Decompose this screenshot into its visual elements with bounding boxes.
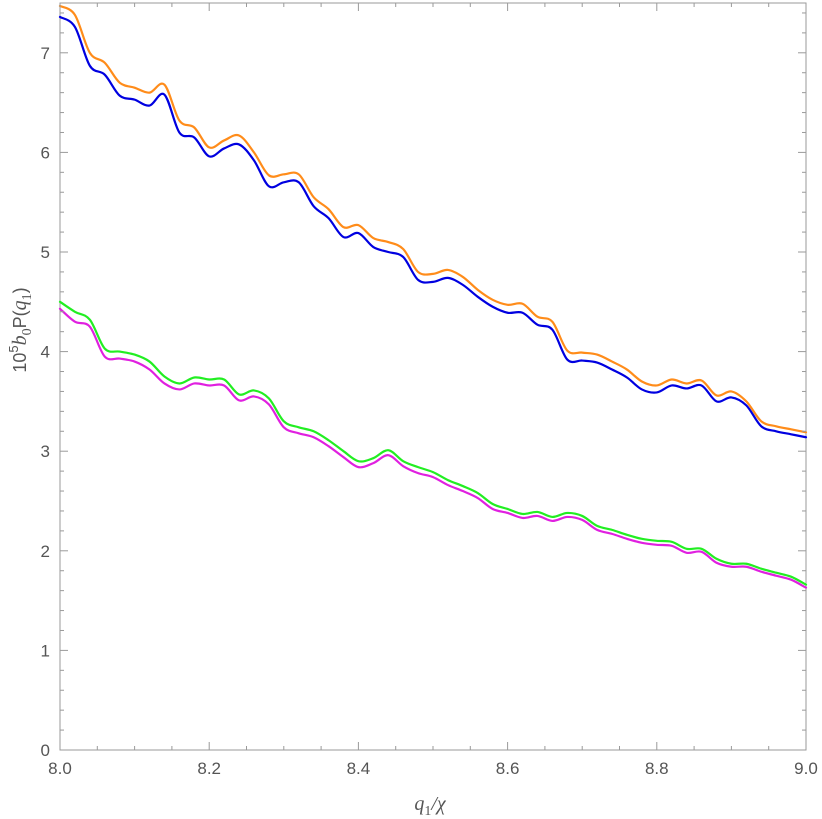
y-tick-label: 7 xyxy=(41,44,50,63)
x-tick-label: 8.0 xyxy=(48,759,72,778)
y-axis-label: 105b0P(q1) xyxy=(6,287,35,372)
series-line-4 xyxy=(58,307,808,589)
x-axis-ticks: 8.0 8.2 8.4 8.6 8.8 9.0 xyxy=(48,3,818,778)
y-tick-label: 4 xyxy=(41,343,50,362)
y-tick-label: 3 xyxy=(41,442,50,461)
y-tick-label: 0 xyxy=(41,741,50,760)
x-tick-label: 8.4 xyxy=(347,759,371,778)
series-layer xyxy=(58,4,808,589)
y-axis-ticks: 0 1 2 3 4 5 6 7 xyxy=(41,12,806,760)
x-tick-label: 8.8 xyxy=(645,759,669,778)
x-axis-label: q1/χ xyxy=(414,793,447,819)
series-line-3 xyxy=(58,300,808,586)
series-line-1 xyxy=(58,4,808,434)
y-tick-label: 1 xyxy=(41,641,50,660)
x-tick-label: 8.6 xyxy=(496,759,520,778)
series-line-2 xyxy=(58,15,808,439)
x-tick-label: 9.0 xyxy=(794,759,818,778)
y-tick-label: 5 xyxy=(41,243,50,262)
y-tick-label: 2 xyxy=(41,542,50,561)
x-tick-label: 8.2 xyxy=(197,759,221,778)
y-tick-label: 6 xyxy=(41,143,50,162)
